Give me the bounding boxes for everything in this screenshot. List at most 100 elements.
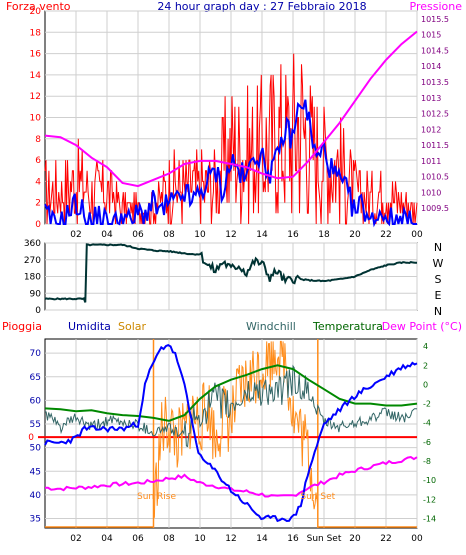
sun-rise-label: Sun Rise: [137, 492, 176, 502]
wind-axis-title: Forza vento: [6, 0, 71, 13]
wind-x-tick-label: 16: [287, 230, 299, 240]
temperature-y-labels: -14 -12 -10 -8 -6 -4 -2 0 2 4: [423, 342, 436, 523]
wind-x-tick-label: 02: [70, 230, 81, 240]
wind-y-tick-label: 0: [35, 220, 41, 230]
wind-x-tick-label: 12: [225, 230, 236, 240]
wind-y-tick-label: 20: [30, 7, 42, 17]
temperature-y-tick-label: 0: [423, 380, 428, 389]
wind-x-labels: 02 04 06 08 10 12 14 16 18 20 22 00: [70, 230, 423, 240]
direction-y-tick-label: 360: [24, 239, 41, 249]
humidity-y-tick-label: 70: [30, 349, 42, 359]
climate-x-tick-label: 04: [101, 534, 113, 544]
direction-panel-data: [44, 243, 417, 303]
direction-y-labels: 0 90 180 270 360: [24, 239, 41, 316]
wind-x-tick-label: 06: [132, 230, 144, 240]
chart-title: 24 hour graph day : 27 Febbraio 2018: [157, 0, 366, 13]
wind-y-tick-label: 10: [30, 114, 42, 124]
wind-x-tick-label: 22: [380, 230, 391, 240]
wind-panel-data: [44, 30, 418, 228]
legend-dewpoint: Dew Point (°C): [382, 320, 462, 333]
climate-x-tick-label: 10: [194, 534, 206, 544]
compass-label: S: [435, 273, 442, 286]
direction-panel-grid: [45, 242, 418, 311]
pressure-y-tick-label: 1015: [421, 31, 441, 40]
pressure-y-tick-label: 1012: [421, 125, 441, 134]
pressure-y-tick-label: 1014: [421, 62, 441, 71]
wind-x-tick-label: 04: [101, 230, 113, 240]
climate-x-tick-label: 08: [163, 534, 175, 544]
compass-label: E: [435, 289, 442, 302]
humidity-y-tick-label: 55: [30, 420, 41, 430]
compass-label: N: [434, 305, 442, 318]
temperature-y-tick-label: -6: [423, 438, 431, 447]
wind-x-tick-label: 18: [318, 230, 330, 240]
pressure-y-tick-label: 1009.5: [421, 204, 449, 213]
direction-y-tick-label: 0: [35, 306, 41, 316]
compass-label: W: [433, 257, 444, 270]
pressure-y-labels: 1009.5 1010 1010.5 1011 1011.5 1012 1012.5 1013…: [421, 15, 449, 213]
wind-y-tick-label: 18: [30, 28, 42, 38]
wind-y-tick-label: 8: [35, 135, 41, 145]
wind-direction-line: [44, 243, 417, 303]
wind-x-tick-label: 00: [411, 230, 423, 240]
humidity-line: [44, 343, 418, 523]
rain-axis-zero-label: 0: [28, 433, 34, 443]
temperature-y-tick-label: -12: [423, 495, 436, 504]
climate-x-tick-label: 14: [256, 534, 268, 544]
legend-temperature: Temperatura: [312, 320, 383, 333]
wind-x-tick-label: 14: [256, 230, 268, 240]
wind-y-tick-label: 16: [30, 50, 42, 60]
dewpoint-line: [45, 455, 418, 498]
legend-rain: Pioggia: [2, 320, 42, 333]
climate-x-tick-label: 06: [132, 534, 144, 544]
pressure-y-tick-label: 1015.5: [421, 15, 449, 24]
wind-y-tick-label: 12: [30, 92, 41, 102]
temperature-y-tick-label: -4: [423, 419, 431, 428]
pressure-axis-title: Pressione: [410, 0, 463, 13]
wind-speed-line: [44, 53, 418, 225]
pressure-y-tick-label: 1011.5: [421, 141, 449, 150]
pressure-line: [44, 30, 418, 188]
legend-humidity: Umidita: [68, 320, 111, 333]
humidity-y-tick-label: 35: [30, 515, 41, 525]
climate-x-tick-label: 00: [411, 534, 423, 544]
direction-y-tick-label: 270: [24, 256, 41, 266]
pressure-y-tick-label: 1013.5: [421, 78, 449, 87]
humidity-y-labels: 35 40 45 50 55 60 65 70: [30, 349, 42, 524]
humidity-y-tick-label: 45: [30, 467, 41, 477]
climate-x-tick-label: Sun Set: [307, 534, 342, 544]
legend-solar: Solar: [118, 320, 147, 333]
humidity-y-tick-label: 40: [30, 491, 42, 501]
temperature-y-tick-label: -10: [423, 476, 436, 485]
pressure-y-tick-label: 1014.5: [421, 46, 449, 55]
pressure-y-tick-label: 1012.5: [421, 110, 449, 119]
temperature-y-tick-label: 4: [423, 342, 428, 351]
humidity-y-tick-label: 60: [30, 396, 42, 406]
wind-y-tick-label: 2: [35, 199, 41, 209]
windchill-line: [44, 364, 418, 448]
temperature-line: [44, 364, 418, 422]
wind-x-tick-label: 10: [194, 230, 206, 240]
humidity-y-tick-label: 50: [30, 444, 42, 454]
compass-label: N: [434, 241, 442, 254]
wind-y-labels: 0 2 4 6 8 10 12 14 16 18 20: [30, 7, 42, 230]
sun-set-label: Sun Set: [300, 492, 335, 502]
climate-x-tick-label: 20: [349, 534, 361, 544]
climate-x-labels: 02 04 06 08 10 12 14 16 Sun Set 20 22 00: [70, 534, 423, 544]
climate-x-tick-label: 12: [225, 534, 236, 544]
climate-x-tick-label: 02: [70, 534, 81, 544]
direction-y-tick-label: 90: [30, 289, 42, 299]
temperature-y-tick-label: -2: [423, 400, 431, 409]
legend-windchill: Windchill: [246, 320, 296, 333]
wind-y-tick-label: 4: [35, 177, 41, 187]
direction-y-tick-label: 180: [24, 273, 41, 283]
wind-x-tick-label: 08: [163, 230, 175, 240]
temperature-y-tick-label: 2: [423, 361, 428, 370]
wind-y-tick-label: 6: [35, 156, 41, 166]
climate-x-tick-label: 16: [287, 534, 299, 544]
pressure-y-tick-label: 1010.5: [421, 173, 449, 182]
pressure-y-tick-label: 1013: [421, 94, 441, 103]
temperature-y-tick-label: -14: [423, 514, 436, 523]
